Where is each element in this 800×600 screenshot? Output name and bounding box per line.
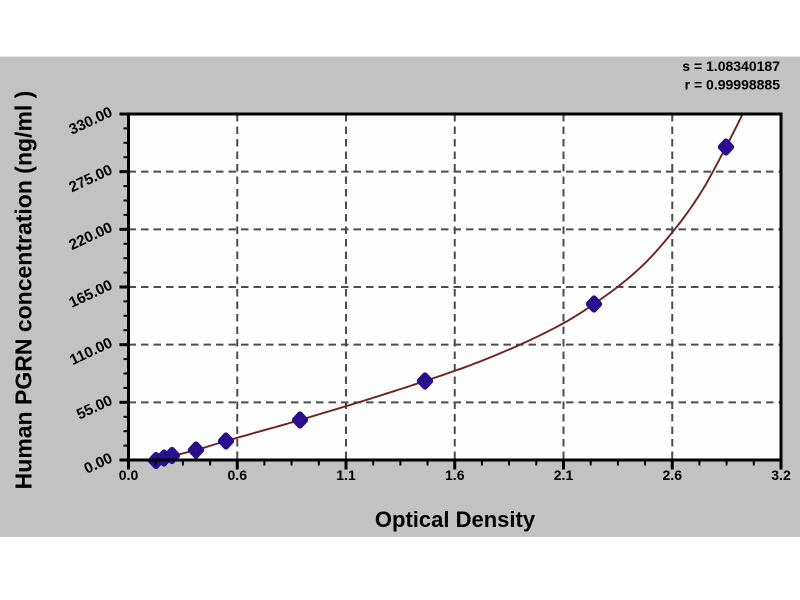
- svg-text:2.6: 2.6: [663, 467, 683, 483]
- svg-text:Human PGRN concentration (ng/m: Human PGRN concentration (ng/ml ): [11, 91, 37, 490]
- svg-text:0.0: 0.0: [119, 467, 139, 483]
- svg-text:Optical Density: Optical Density: [375, 507, 536, 532]
- svg-text:0.6: 0.6: [228, 467, 248, 483]
- svg-text:1.6: 1.6: [445, 467, 465, 483]
- svg-text:2.1: 2.1: [554, 467, 574, 483]
- svg-text:r = 0.99998885: r = 0.99998885: [685, 77, 781, 93]
- svg-text:1.1: 1.1: [336, 467, 356, 483]
- svg-text:3.2: 3.2: [771, 467, 791, 483]
- svg-text:s = 1.08340187: s = 1.08340187: [682, 58, 780, 74]
